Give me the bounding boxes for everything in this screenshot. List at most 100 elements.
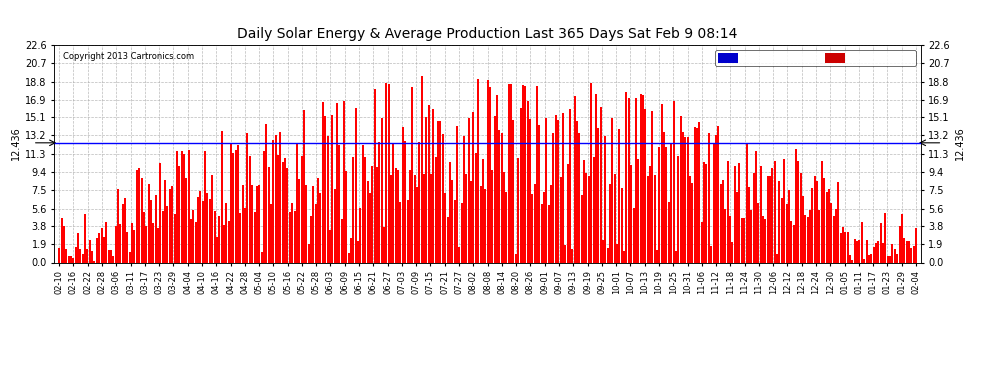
Bar: [131, 224, 133, 262]
Bar: [503, 172, 505, 262]
Bar: [764, 219, 766, 262]
Bar: [566, 164, 568, 262]
Bar: [277, 156, 279, 262]
Bar: [694, 127, 696, 262]
Bar: [573, 96, 575, 262]
Bar: [835, 209, 837, 262]
Bar: [124, 198, 126, 262]
Bar: [199, 191, 201, 262]
Bar: [470, 182, 472, 262]
Bar: [800, 173, 802, 262]
Bar: [245, 208, 247, 262]
Bar: [315, 204, 317, 262]
Bar: [569, 109, 571, 262]
Bar: [86, 249, 88, 262]
Bar: [741, 218, 742, 262]
Bar: [296, 143, 298, 262]
Bar: [737, 192, 739, 262]
Bar: [343, 101, 345, 262]
Bar: [571, 249, 573, 262]
Bar: [332, 115, 334, 262]
Bar: [846, 232, 848, 262]
Bar: [547, 205, 549, 262]
Bar: [660, 104, 662, 262]
Bar: [870, 254, 872, 262]
Bar: [679, 116, 681, 262]
Bar: [769, 176, 771, 262]
Bar: [725, 209, 727, 262]
Bar: [223, 225, 225, 262]
Bar: [701, 222, 703, 262]
Bar: [258, 184, 260, 262]
Bar: [305, 185, 307, 262]
Bar: [626, 92, 628, 262]
Bar: [891, 244, 893, 262]
Bar: [762, 216, 764, 262]
Bar: [552, 134, 554, 262]
Bar: [863, 259, 865, 262]
Bar: [308, 244, 310, 262]
Bar: [195, 222, 197, 262]
Bar: [93, 261, 95, 262]
Bar: [663, 132, 665, 262]
Bar: [352, 157, 354, 262]
Bar: [149, 200, 151, 262]
Bar: [489, 87, 491, 262]
Bar: [404, 141, 406, 262]
Bar: [889, 256, 891, 262]
Bar: [720, 184, 722, 262]
Bar: [82, 254, 84, 262]
Bar: [774, 161, 776, 262]
Bar: [812, 188, 814, 262]
Bar: [402, 128, 404, 262]
Bar: [703, 162, 705, 262]
Bar: [383, 227, 385, 262]
Bar: [522, 85, 524, 262]
Bar: [745, 142, 747, 262]
Bar: [515, 254, 517, 262]
Bar: [180, 152, 182, 262]
Bar: [154, 195, 156, 262]
Bar: [564, 245, 566, 262]
Bar: [438, 121, 440, 262]
Bar: [833, 216, 835, 262]
Bar: [729, 216, 731, 262]
Bar: [339, 146, 341, 262]
Bar: [614, 174, 616, 262]
Bar: [390, 175, 392, 262]
Bar: [642, 95, 644, 262]
Bar: [517, 158, 519, 262]
Bar: [192, 210, 194, 262]
Bar: [520, 108, 522, 262]
Bar: [103, 237, 105, 262]
Bar: [67, 256, 69, 262]
Bar: [120, 224, 122, 262]
Bar: [684, 137, 686, 262]
Bar: [592, 158, 595, 262]
Bar: [395, 168, 397, 262]
Bar: [460, 203, 462, 262]
Bar: [807, 217, 809, 262]
Bar: [508, 84, 510, 262]
Bar: [77, 233, 79, 262]
Bar: [653, 175, 655, 262]
Bar: [98, 232, 100, 262]
Bar: [649, 166, 651, 262]
Bar: [364, 156, 366, 262]
Bar: [824, 178, 826, 262]
Bar: [901, 214, 903, 262]
Bar: [74, 247, 76, 262]
Bar: [527, 101, 529, 262]
Bar: [286, 168, 288, 262]
Bar: [237, 145, 239, 262]
Bar: [448, 162, 450, 262]
Bar: [635, 98, 637, 262]
Bar: [446, 217, 448, 262]
Bar: [872, 247, 874, 262]
Bar: [675, 251, 677, 262]
Bar: [253, 212, 255, 262]
Bar: [665, 147, 667, 262]
Bar: [559, 177, 561, 262]
Bar: [915, 228, 917, 262]
Bar: [682, 132, 684, 262]
